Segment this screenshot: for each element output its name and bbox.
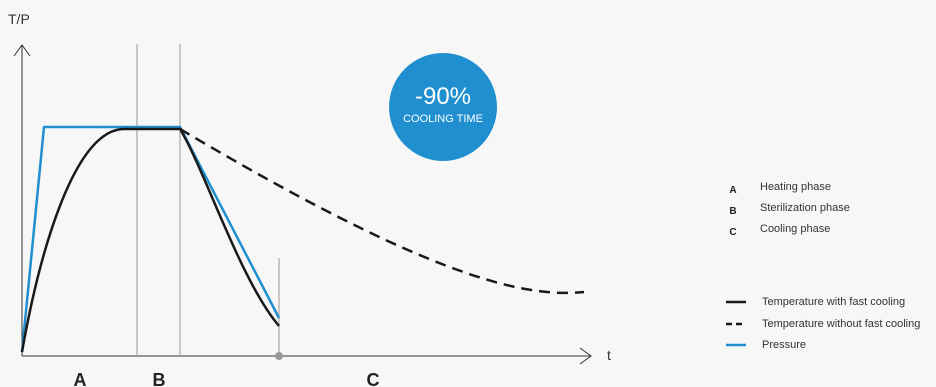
legend-label-pressure: Pressure (762, 339, 806, 351)
badge-circle (389, 53, 497, 161)
phase-legend-letter-c: C (729, 227, 736, 238)
x-axis-label: t (607, 347, 611, 363)
x-axis-arrow (579, 347, 592, 365)
phase-legend-letter-a: A (729, 185, 736, 196)
phase-legend: A Heating phase B Sterilization phase C … (729, 181, 850, 238)
phase-marker-c: C (367, 370, 380, 387)
y-axis-label: T/P (8, 11, 30, 27)
fast-cooling-end-dot (275, 352, 283, 360)
temperature-fast-cooling-curve (20, 127, 280, 353)
phase-legend-label-c: Cooling phase (760, 223, 830, 235)
phase-legend-letter-b: B (729, 206, 736, 217)
phase-legend-label-a: Heating phase (760, 181, 831, 193)
y-axis-arrow (13, 44, 31, 57)
phase-legend-label-b: Sterilization phase (760, 202, 850, 214)
badge-caption: COOLING TIME (403, 113, 483, 125)
legend-label-fast-cooling: Temperature with fast cooling (762, 296, 905, 308)
legend-label-without-fast-cooling: Temperature without fast cooling (762, 318, 920, 330)
line-legend: Temperature with fast cooling Temperatur… (726, 296, 920, 351)
temperature-without-fast-cooling-curve (179, 127, 585, 295)
cooling-time-badge: -90% COOLING TIME (389, 53, 497, 161)
phase-marker-a: A (74, 370, 87, 387)
badge-value: -90% (415, 83, 471, 110)
phase-marker-b: B (153, 370, 166, 387)
pressure-curve (20, 125, 281, 353)
